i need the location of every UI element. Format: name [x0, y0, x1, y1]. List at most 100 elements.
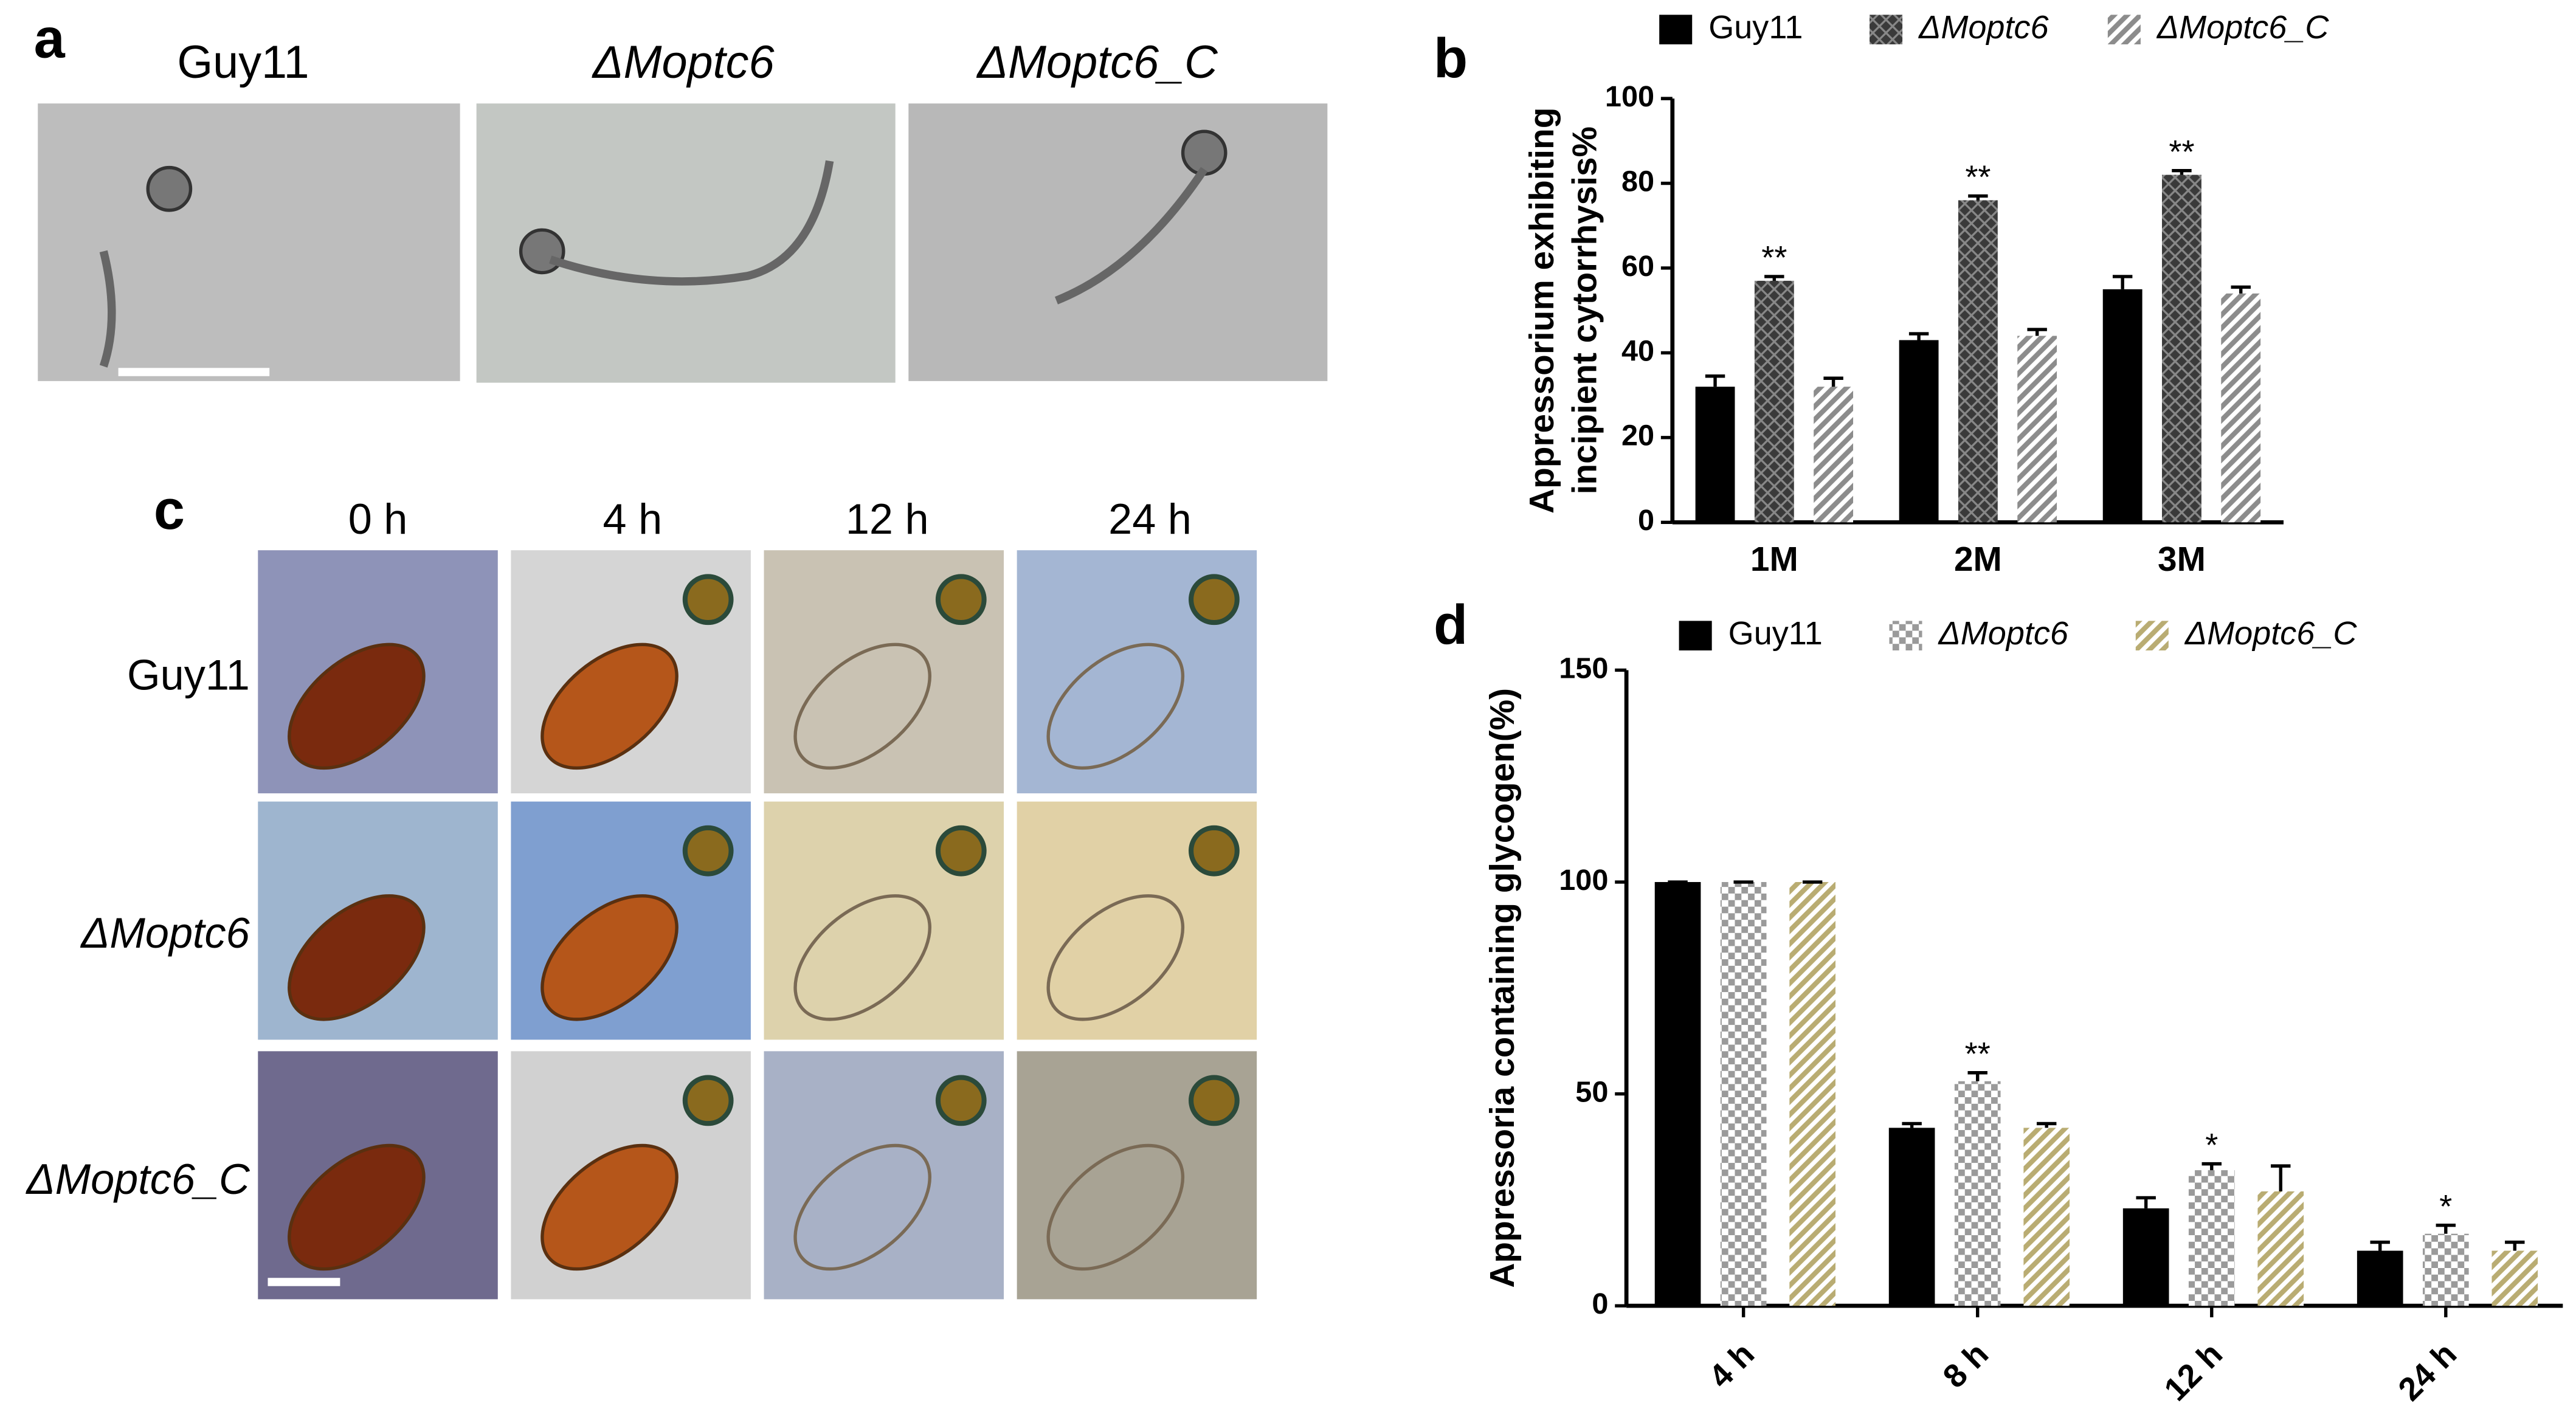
- y-tick-label: 0: [1592, 1287, 1608, 1320]
- x-tick-label: 8 h: [1936, 1335, 1995, 1395]
- scale-bar: [268, 1278, 340, 1286]
- conidium: [540, 643, 679, 770]
- significance-label: **: [1965, 1036, 1991, 1072]
- bar: [2102, 289, 2143, 523]
- row-label: ΔMoptc6: [80, 909, 250, 957]
- bar: [1654, 882, 1701, 1306]
- appressorium: [682, 1075, 734, 1126]
- legend-label: ΔMoptc6: [1938, 615, 2069, 652]
- column-label: 24 h: [1108, 495, 1192, 543]
- conidium: [793, 894, 931, 1021]
- bar: [1789, 882, 1835, 1306]
- error-bar: [2027, 328, 2047, 336]
- column-label: 12 h: [846, 495, 929, 543]
- error-bar: [2370, 1240, 2390, 1251]
- conidium: [1046, 894, 1185, 1021]
- bar: [1899, 340, 1939, 523]
- significance-label: **: [2169, 134, 2194, 170]
- error-bar: [2036, 1122, 2057, 1128]
- error-bar: [1705, 374, 1725, 387]
- bar: [1754, 280, 1794, 523]
- appressorium: [682, 574, 734, 625]
- conidium: [540, 1143, 679, 1271]
- y-tick-label: 100: [1605, 80, 1654, 113]
- significance-label: *: [2205, 1127, 2218, 1163]
- error-bar: [2271, 1164, 2291, 1191]
- y-tick-label: 50: [1575, 1075, 1608, 1108]
- significance-label: *: [2439, 1188, 2452, 1225]
- error-bar: [2136, 1196, 2156, 1208]
- y-tick-label: 100: [1559, 864, 1608, 897]
- appressorium: [682, 825, 734, 877]
- appressorium: [935, 1075, 987, 1126]
- legend-swatch: [1870, 15, 1903, 44]
- legend-swatch: [2107, 15, 2141, 44]
- bar: [1695, 387, 1735, 523]
- bar: [1720, 882, 1767, 1306]
- legend-label: Guy11: [1708, 9, 1803, 46]
- conidium: [793, 1143, 931, 1271]
- error-bar: [1968, 194, 1988, 201]
- bar: [2257, 1191, 2304, 1306]
- significance-label: **: [1761, 240, 1787, 276]
- bar: [2023, 1128, 2070, 1306]
- bar: [2162, 174, 2201, 523]
- y-tick-label: 40: [1621, 334, 1654, 367]
- legend-label: ΔMoptc6: [1918, 9, 2049, 46]
- appressorium: [935, 825, 987, 877]
- y-tick-label: 80: [1621, 165, 1654, 198]
- conidium: [540, 894, 679, 1021]
- legend-swatch: [1679, 621, 1712, 651]
- panel-label: b: [1434, 27, 1468, 89]
- x-tick-label: 4 h: [1702, 1335, 1761, 1395]
- x-tick-label: 3M: [2158, 540, 2206, 579]
- x-tick-label: 2M: [1954, 540, 2002, 579]
- y-tick-label: 20: [1621, 419, 1654, 452]
- germ-tube: [99, 250, 116, 368]
- x-tick-label: 1M: [1750, 540, 1798, 579]
- conidium: [288, 643, 426, 770]
- scale-bar: [118, 368, 270, 376]
- row-label: ΔMoptc6_C: [25, 1155, 250, 1203]
- error-bar: [2505, 1240, 2525, 1251]
- bar: [2357, 1250, 2403, 1306]
- appressorium: [1189, 574, 1240, 625]
- error-bar: [2112, 275, 2133, 289]
- bar: [2017, 336, 2057, 523]
- conidium: [793, 643, 931, 770]
- micrograph: [908, 103, 1328, 381]
- bar: [2122, 1208, 2169, 1306]
- bar: [1958, 200, 1998, 523]
- appressorium: [1189, 1075, 1240, 1126]
- bar: [1814, 387, 1854, 523]
- column-label: 4 h: [603, 495, 663, 543]
- panel-label: c: [154, 479, 185, 541]
- conidium: [1046, 1143, 1185, 1271]
- row-label: Guy11: [127, 651, 250, 699]
- panel-label: a: [34, 8, 66, 70]
- significance-label: **: [1965, 159, 1991, 196]
- y-tick-label: 0: [1638, 504, 1654, 537]
- micrograph: [38, 103, 460, 381]
- image-label: Guy11: [177, 37, 309, 88]
- appressorium: [935, 574, 987, 625]
- appressorium: [1181, 129, 1228, 176]
- appressorium: [146, 165, 193, 212]
- legend-swatch: [2135, 621, 2169, 651]
- bar: [2188, 1170, 2235, 1306]
- image-label: ΔMoptc6: [592, 37, 775, 88]
- x-tick-label: 12 h: [2157, 1335, 2229, 1406]
- y-axis-label: Appressoria containing glycogen(%): [1483, 688, 1522, 1288]
- error-bar: [1967, 1071, 1987, 1081]
- error-bar: [2436, 1224, 2456, 1234]
- image-label: ΔMoptc6_C: [976, 37, 1218, 88]
- y-tick-label: 150: [1559, 652, 1608, 684]
- column-label: 0 h: [348, 495, 408, 543]
- bar: [2491, 1250, 2538, 1306]
- legend-swatch: [1889, 621, 1922, 651]
- germ-tube: [549, 160, 834, 286]
- legend-label: ΔMoptc6_C: [2184, 615, 2357, 652]
- error-bar: [2231, 285, 2251, 294]
